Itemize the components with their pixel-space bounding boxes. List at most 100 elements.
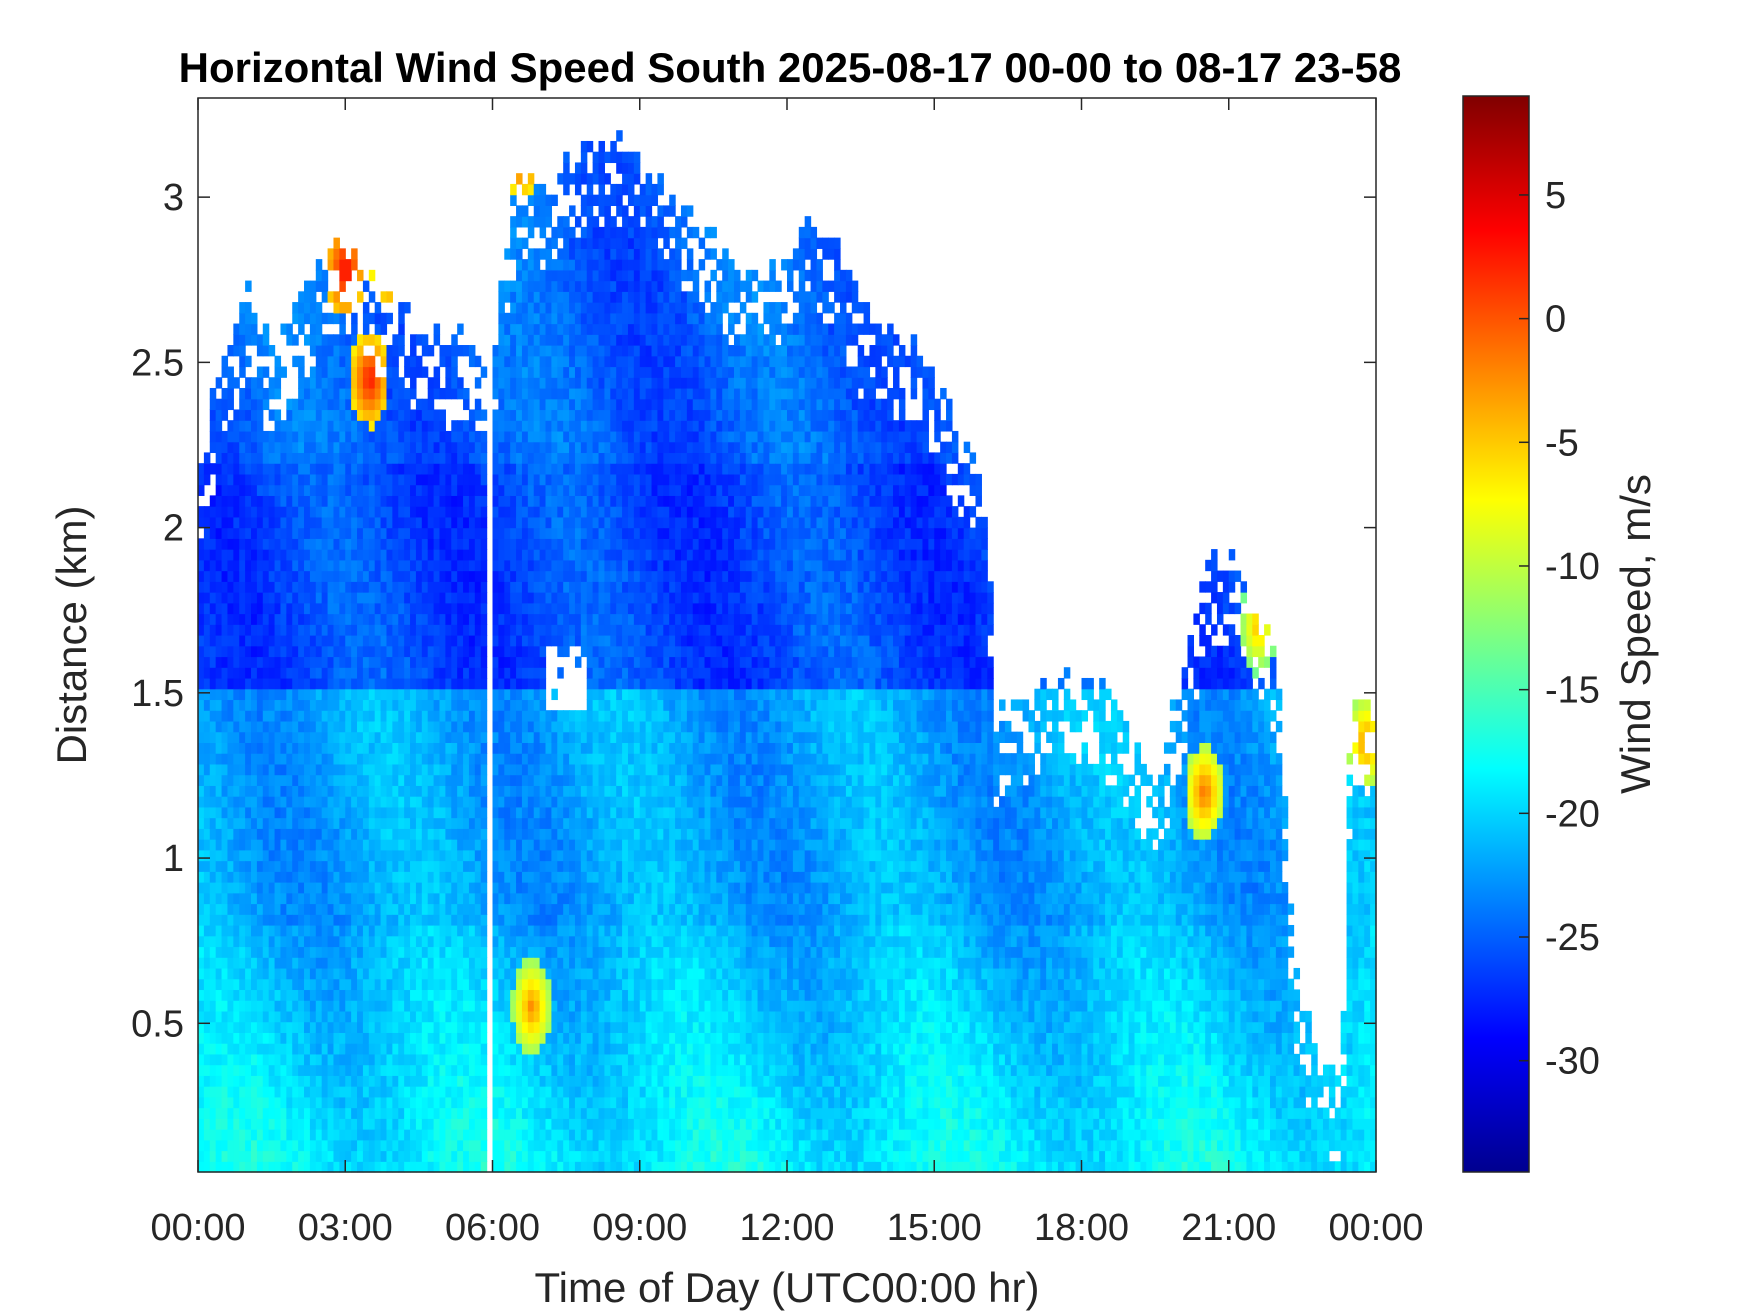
heatmap-cell: [563, 892, 570, 905]
heatmap-cell: [410, 967, 417, 980]
heatmap-cell: [569, 291, 576, 303]
heatmap-cell: [227, 667, 234, 679]
heatmap-cell: [351, 248, 358, 260]
heatmap-cell: [563, 1000, 570, 1012]
heatmap-cell: [309, 516, 317, 529]
heatmap-cell: [380, 903, 388, 915]
heatmap-cell: [227, 473, 234, 486]
heatmap-cell: [233, 602, 240, 615]
heatmap-cell: [504, 828, 511, 840]
heatmap-cell: [227, 677, 234, 690]
heatmap-cell: [233, 1064, 240, 1076]
heatmap-cell: [398, 602, 405, 615]
heatmap-cell: [339, 312, 346, 325]
heatmap-cell: [274, 806, 282, 819]
heatmap-cell: [463, 882, 470, 894]
heatmap-cell: [256, 613, 264, 625]
heatmap-cell: [480, 635, 488, 647]
heatmap-cell: [286, 1107, 293, 1119]
heatmap-cell: [410, 978, 417, 991]
heatmap-cell: [321, 1107, 329, 1119]
heatmap-cell: [521, 645, 529, 658]
heatmap-cell: [274, 710, 282, 722]
heatmap-cell: [357, 366, 364, 378]
heatmap-cell: [445, 967, 452, 980]
heatmap-cell: [256, 1010, 264, 1023]
heatmap-cell: [309, 463, 317, 475]
heatmap-cell: [315, 699, 323, 711]
heatmap-cell: [351, 592, 358, 604]
heatmap-cell: [339, 656, 346, 668]
heatmap-cell: [286, 742, 293, 754]
heatmap-cell: [463, 978, 470, 991]
heatmap-cell: [398, 1150, 405, 1162]
heatmap-cell: [427, 914, 435, 926]
heatmap-cell: [569, 430, 576, 443]
heatmap-cell: [274, 699, 282, 711]
heatmap-cell: [445, 924, 452, 937]
heatmap-cell: [304, 763, 311, 776]
heatmap-cell: [439, 656, 446, 668]
heatmap-cell: [321, 602, 329, 615]
heatmap-cell: [345, 817, 352, 829]
heatmap-cell: [404, 742, 411, 754]
heatmap-cell: [498, 871, 505, 883]
heatmap-cell: [427, 817, 435, 829]
heatmap-cell: [362, 559, 370, 572]
heatmap-cell: [362, 710, 370, 722]
heatmap-cell: [474, 1161, 482, 1173]
heatmap-cell: [516, 1150, 523, 1162]
heatmap-cell: [404, 398, 411, 411]
heatmap-cell: [203, 516, 211, 529]
heatmap-cell: [321, 635, 329, 647]
heatmap-cell: [457, 516, 464, 529]
heatmap-cell: [227, 398, 234, 411]
heatmap-cell: [574, 1139, 582, 1152]
heatmap-cell: [239, 849, 246, 862]
heatmap-cell: [380, 1150, 388, 1162]
heatmap-cell: [374, 1053, 382, 1066]
heatmap-cell: [380, 549, 388, 561]
heatmap-cell: [351, 624, 358, 636]
heatmap-cell: [333, 441, 340, 454]
heatmap-cell: [298, 1150, 305, 1162]
heatmap-cell: [521, 334, 529, 346]
heatmap-cell: [368, 430, 376, 443]
heatmap-cell: [362, 602, 370, 615]
heatmap-cell: [468, 1150, 476, 1162]
heatmap-cell: [368, 1161, 376, 1173]
heatmap-cell: [239, 1053, 246, 1066]
heatmap-cell: [386, 903, 393, 915]
heatmap-cell: [569, 398, 576, 411]
heatmap-cell: [433, 1043, 441, 1055]
heatmap-cell: [539, 989, 547, 1001]
heatmap-cell: [280, 774, 287, 786]
heatmap-cell: [415, 688, 423, 701]
heatmap-cell: [457, 1161, 464, 1173]
heatmap-cell: [533, 377, 541, 389]
heatmap-cell: [357, 398, 364, 411]
heatmap-cell: [521, 538, 529, 550]
heatmap-cell: [374, 806, 382, 819]
heatmap-cell: [209, 817, 217, 829]
heatmap-cell: [239, 1021, 246, 1033]
heatmap-cell: [498, 688, 505, 701]
heatmap-cell: [198, 957, 205, 969]
heatmap-cell: [309, 387, 317, 400]
heatmap-cell: [245, 355, 252, 368]
heatmap-cell: [362, 1075, 370, 1087]
heatmap-cell: [527, 495, 535, 507]
heatmap-cell: [439, 559, 446, 572]
heatmap-cell: [539, 1129, 547, 1141]
heatmap-cell: [545, 796, 552, 808]
heatmap-cell: [245, 312, 252, 325]
heatmap-cell: [545, 731, 552, 743]
heatmap-cell: [233, 699, 240, 711]
heatmap-cell: [557, 323, 564, 335]
heatmap-cell: [539, 635, 547, 647]
heatmap-cell: [533, 559, 541, 572]
heatmap-cell: [463, 817, 470, 829]
heatmap-cell: [569, 559, 576, 572]
heatmap-cell: [321, 720, 329, 733]
heatmap-cell: [398, 860, 405, 872]
